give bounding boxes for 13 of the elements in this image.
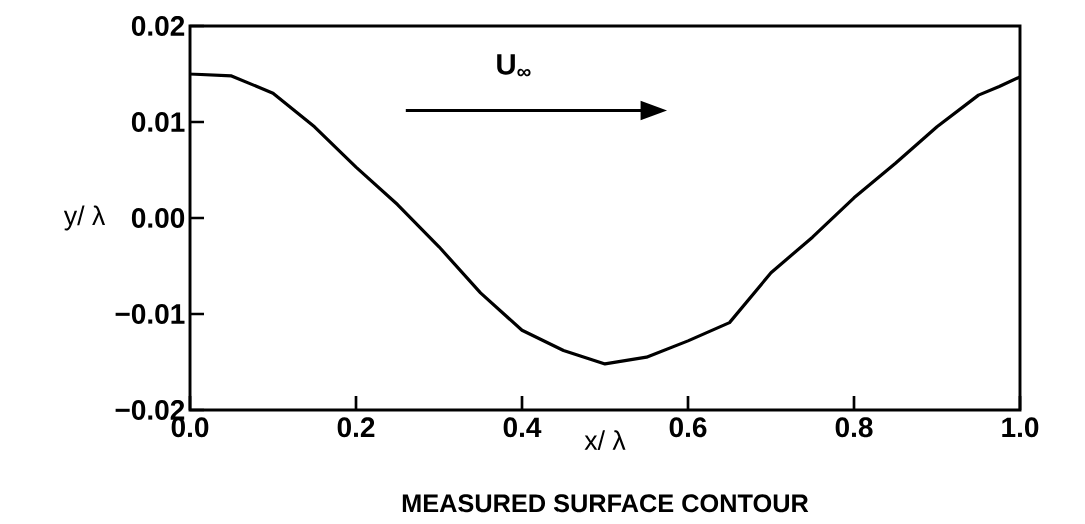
x-tick-label: 0.4 — [503, 417, 542, 438]
x-tick-label: 0.2 — [337, 417, 375, 438]
y-tick-label: 0.02 — [131, 16, 185, 36]
text: MEASURED SURFACE CONTOUR — [402, 494, 809, 513]
y-axis-title: y/ λ — [63, 205, 106, 231]
y-tick-label: −0.01 — [115, 304, 185, 324]
annotation: U$_{∞}$ — [497, 54, 531, 77]
y-tick-label: 0.00 — [131, 208, 185, 228]
x-tick-label: 0.6 — [669, 417, 707, 438]
x-tick-label: 0.8 — [835, 417, 873, 438]
x-tick-label: 1.0 — [1002, 417, 1039, 438]
x-axis-title: x/ λ — [584, 430, 626, 450]
y-tick-label: 0.01 — [131, 112, 185, 132]
